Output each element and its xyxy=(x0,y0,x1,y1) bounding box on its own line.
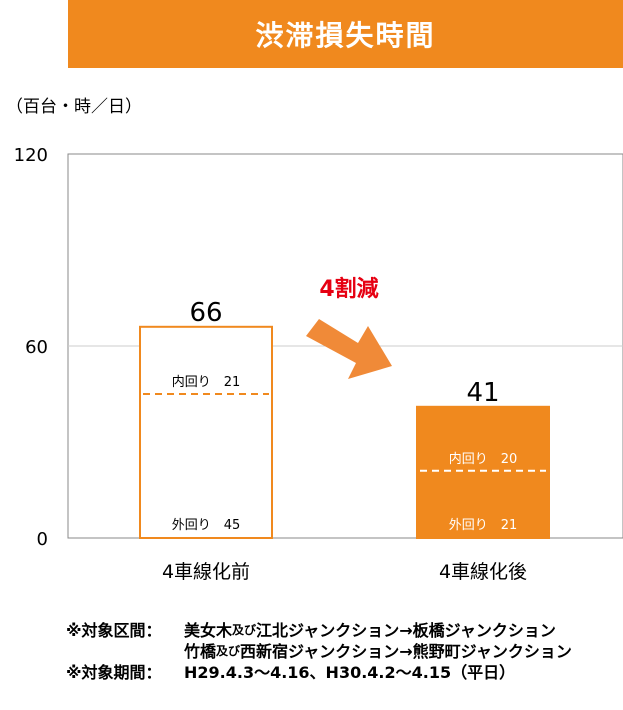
note-label-period: ※対象期間： xyxy=(66,663,162,682)
note-text-period: H29.4.3～4.16、H30.4.2～4.15（平日） xyxy=(184,663,516,682)
x-tick-label: 4車線化前 xyxy=(162,561,250,583)
bar xyxy=(139,325,273,539)
note-label-spacer xyxy=(66,641,184,662)
note-row-period: ※対象期間： H29.4.3～4.16、H30.4.2～4.15（平日） xyxy=(66,662,572,683)
bar xyxy=(416,405,550,539)
note-text-section-2a: 竹橋 xyxy=(184,642,217,661)
note-small-section-2: 及び xyxy=(216,644,241,658)
reduction-annotation: 4割減 xyxy=(319,276,378,302)
segment-label-inner: 内回り 20 xyxy=(449,451,518,467)
note-small-section-1: 及び xyxy=(232,623,257,637)
note-row-section-1: ※対象区間： 美女木 及び 江北ジャンクション→板橋ジャンクション xyxy=(66,620,572,641)
reduction-arrow-icon xyxy=(306,319,392,379)
note-text-section-2b: 西新宿ジャンクション→熊野町ジャンクション xyxy=(240,642,572,661)
note-row-section-2: 竹橋 及び 西新宿ジャンクション→熊野町ジャンクション xyxy=(66,641,572,662)
y-tick-label: 120 xyxy=(14,145,48,166)
bar-value-label: 41 xyxy=(466,378,499,408)
y-axis-unit-label: （百台・時／日） xyxy=(6,97,142,117)
y-tick-label: 60 xyxy=(25,337,48,358)
y-tick-label: 0 xyxy=(37,529,48,550)
segment-label-inner: 内回り 21 xyxy=(172,374,241,390)
chart-title: 渋滞損失時間 xyxy=(255,19,436,52)
x-tick-label: 4車線化後 xyxy=(439,561,527,583)
segment-label-outer: 外回り 45 xyxy=(172,518,241,533)
bar-chart: 0 60 120 内回り 21 外回り 45 66 4車線化前 内回り 20 外回り 21 41… xyxy=(14,145,623,583)
footnotes: ※対象区間： 美女木 及び 江北ジャンクション→板橋ジャンクション 竹橋 及び 西新宿ジ… xyxy=(66,620,572,683)
title-bar: 渋滞損失時間 xyxy=(68,0,623,68)
bar-value-label: 66 xyxy=(189,298,222,328)
segment-label-outer: 外回り 21 xyxy=(449,518,518,533)
note-text-section-1a: 美女木 xyxy=(184,621,233,640)
note-text-section-1b: 江北ジャンクション→板橋ジャンクション xyxy=(256,621,556,640)
note-label-section: ※対象区間： xyxy=(66,621,162,640)
